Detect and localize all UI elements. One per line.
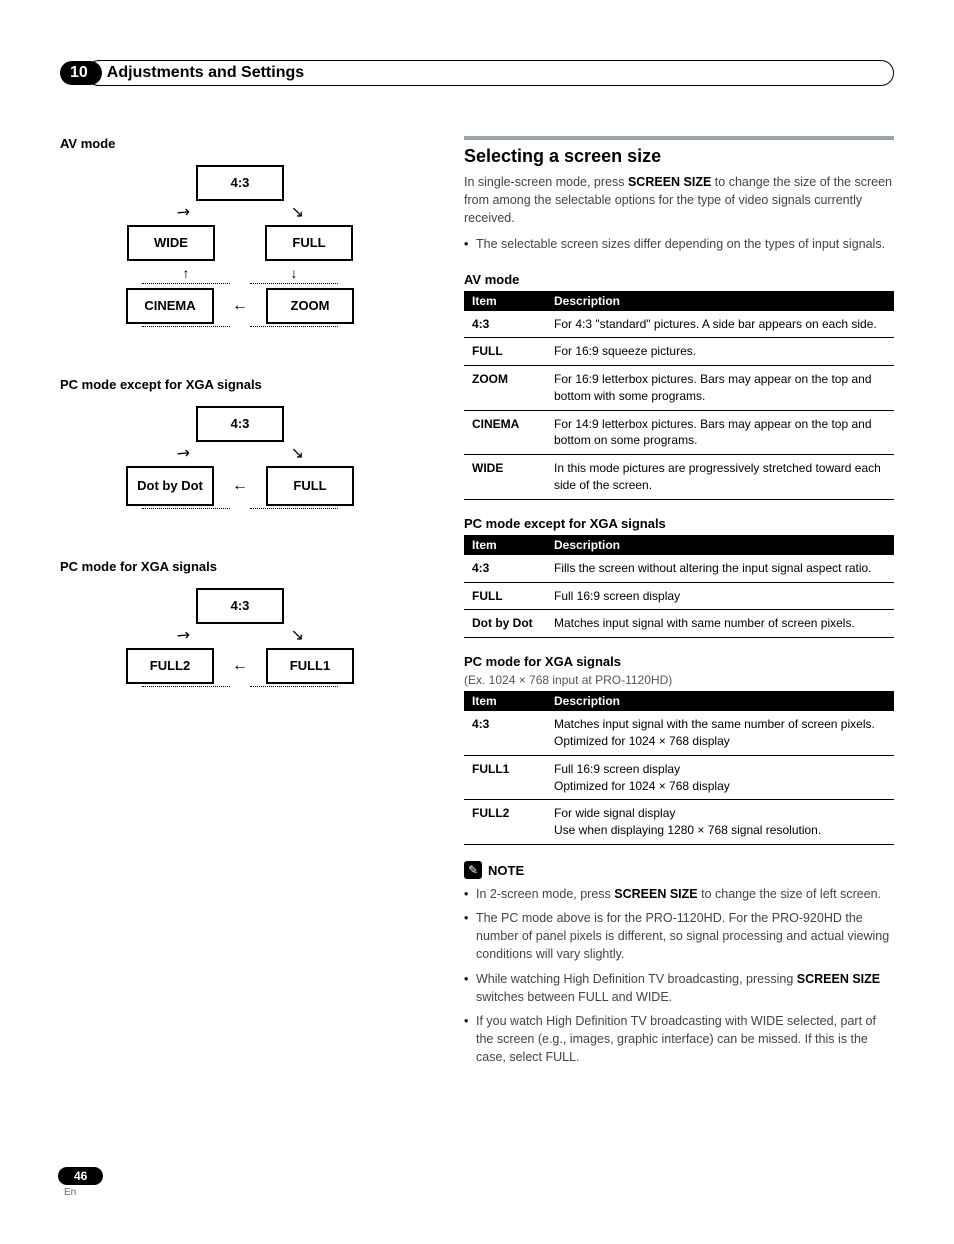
cell-item: FULL2	[464, 800, 546, 845]
table-row: 4:3For 4:3 "standard" pictures. A side b…	[464, 311, 894, 338]
cell-description: Matches input signal with same number of…	[546, 610, 894, 638]
cell-description: Full 16:9 screen display	[546, 582, 894, 610]
cell-item: FULL	[464, 338, 546, 366]
page-footer: 46 En	[58, 1167, 103, 1198]
cell-item: FULL	[464, 582, 546, 610]
table-pc-xga: Item Description 4:3Matches input signal…	[464, 691, 894, 845]
table-row: FULLFull 16:9 screen display	[464, 582, 894, 610]
table-row: FULLFor 16:9 squeeze pictures.	[464, 338, 894, 366]
diagram-pc-nonxga: 4:3 ↗ ↘ Dot by Dot ← FULL	[60, 406, 420, 509]
box-cinema: CINEMA	[126, 288, 214, 324]
note-item: While watching High Definition TV broadc…	[464, 970, 894, 1006]
cell-item: 4:3	[464, 711, 546, 755]
pc-nonxga-label: PC mode except for XGA signals	[60, 377, 420, 392]
table-row: ZOOMFor 16:9 letterbox pictures. Bars ma…	[464, 366, 894, 411]
cell-item: 4:3	[464, 555, 546, 582]
cell-description: Fills the screen without altering the in…	[546, 555, 894, 582]
chapter-title-bar: Adjustments and Settings	[86, 60, 894, 86]
section-title: Selecting a screen size	[464, 146, 894, 167]
col-description: Description	[546, 535, 894, 555]
cell-item: Dot by Dot	[464, 610, 546, 638]
box-wide: WIDE	[127, 225, 215, 261]
note-icon: ✎	[464, 861, 482, 879]
note-item: In 2-screen mode, press SCREEN SIZE to c…	[464, 885, 894, 903]
arrow-icon: ↗	[172, 203, 193, 224]
cell-description: Full 16:9 screen display Optimized for 1…	[546, 755, 894, 800]
page-number: 46	[58, 1167, 103, 1185]
box-zoom: ZOOM	[266, 288, 354, 324]
chapter-header: 10 Adjustments and Settings	[60, 60, 894, 86]
cell-item: 4:3	[464, 311, 546, 338]
table-row: WIDEIn this mode pictures are progressiv…	[464, 455, 894, 500]
arrow-up-icon: ↑	[183, 265, 190, 281]
chapter-number-pill: 10	[60, 61, 102, 85]
table-row: 4:3Matches input signal with the same nu…	[464, 711, 894, 755]
cell-item: ZOOM	[464, 366, 546, 411]
chapter-title: Adjustments and Settings	[107, 64, 304, 81]
cell-description: For 16:9 letterbox pictures. Bars may ap…	[546, 366, 894, 411]
table-row: FULL2For wide signal display Use when di…	[464, 800, 894, 845]
cell-description: Matches input signal with the same numbe…	[546, 711, 894, 755]
diagram-pc-xga: 4:3 ↗ ↘ FULL2 ← FULL1	[60, 588, 420, 687]
note-item: If you watch High Definition TV broadcas…	[464, 1012, 894, 1066]
arrow-left-icon: ←	[232, 658, 248, 674]
box-4-3: 4:3	[196, 588, 284, 624]
box-4-3: 4:3	[196, 406, 284, 442]
arrow-left-icon: ←	[232, 478, 248, 494]
note-item: The PC mode above is for the PRO-1120HD.…	[464, 909, 894, 963]
cell-item: CINEMA	[464, 410, 546, 455]
col-item: Item	[464, 535, 546, 555]
arrow-icon: ↘	[291, 628, 304, 644]
av-mode-label: AV mode	[60, 136, 420, 151]
box-4-3: 4:3	[196, 165, 284, 201]
arrow-icon: ↘	[291, 205, 304, 221]
intro-text: In single-screen mode, press SCREEN SIZE…	[464, 173, 894, 227]
pc-xga-subnote: (Ex. 1024 × 768 input at PRO-1120HD)	[464, 673, 894, 687]
av-mode-subhead: AV mode	[464, 272, 894, 287]
table-row: FULL1Full 16:9 screen display Optimized …	[464, 755, 894, 800]
pc-nonxga-subhead: PC mode except for XGA signals	[464, 516, 894, 531]
table-pc-nonxga: Item Description 4:3Fills the screen wit…	[464, 535, 894, 638]
cell-item: FULL1	[464, 755, 546, 800]
table-row: Dot by DotMatches input signal with same…	[464, 610, 894, 638]
arrow-down-icon: ↓	[291, 265, 298, 281]
table-av-mode: Item Description 4:3For 4:3 "standard" p…	[464, 291, 894, 500]
language-code: En	[64, 1187, 103, 1198]
cell-description: For 14:9 letterbox pictures. Bars may ap…	[546, 410, 894, 455]
pc-xga-label: PC mode for XGA signals	[60, 559, 420, 574]
cell-description: For wide signal display Use when display…	[546, 800, 894, 845]
cell-item: WIDE	[464, 455, 546, 500]
col-item: Item	[464, 691, 546, 711]
col-description: Description	[546, 291, 894, 311]
box-full1: FULL1	[266, 648, 354, 684]
table-row: 4:3Fills the screen without altering the…	[464, 555, 894, 582]
arrow-left-icon: ←	[232, 298, 248, 314]
table-row: CINEMAFor 14:9 letterbox pictures. Bars …	[464, 410, 894, 455]
note-label: NOTE	[488, 863, 524, 878]
section-accent-bar	[464, 136, 894, 140]
cell-description: For 16:9 squeeze pictures.	[546, 338, 894, 366]
arrow-icon: ↘	[291, 446, 304, 462]
intro-bullet: The selectable screen sizes differ depen…	[464, 235, 894, 253]
cell-description: In this mode pictures are progressively …	[546, 455, 894, 500]
arrow-icon: ↗	[172, 444, 193, 465]
col-description: Description	[546, 691, 894, 711]
pc-xga-subhead: PC mode for XGA signals	[464, 654, 894, 669]
cell-description: For 4:3 "standard" pictures. A side bar …	[546, 311, 894, 338]
arrow-icon: ↗	[172, 626, 193, 647]
col-item: Item	[464, 291, 546, 311]
box-full: FULL	[265, 225, 353, 261]
box-full2: FULL2	[126, 648, 214, 684]
box-dot-by-dot: Dot by Dot	[126, 466, 214, 506]
diagram-av-mode: 4:3 ↗ ↘ WIDE FULL ↑ ↓ CINEMA ← ZOOM	[60, 165, 420, 327]
box-full: FULL	[266, 466, 354, 506]
